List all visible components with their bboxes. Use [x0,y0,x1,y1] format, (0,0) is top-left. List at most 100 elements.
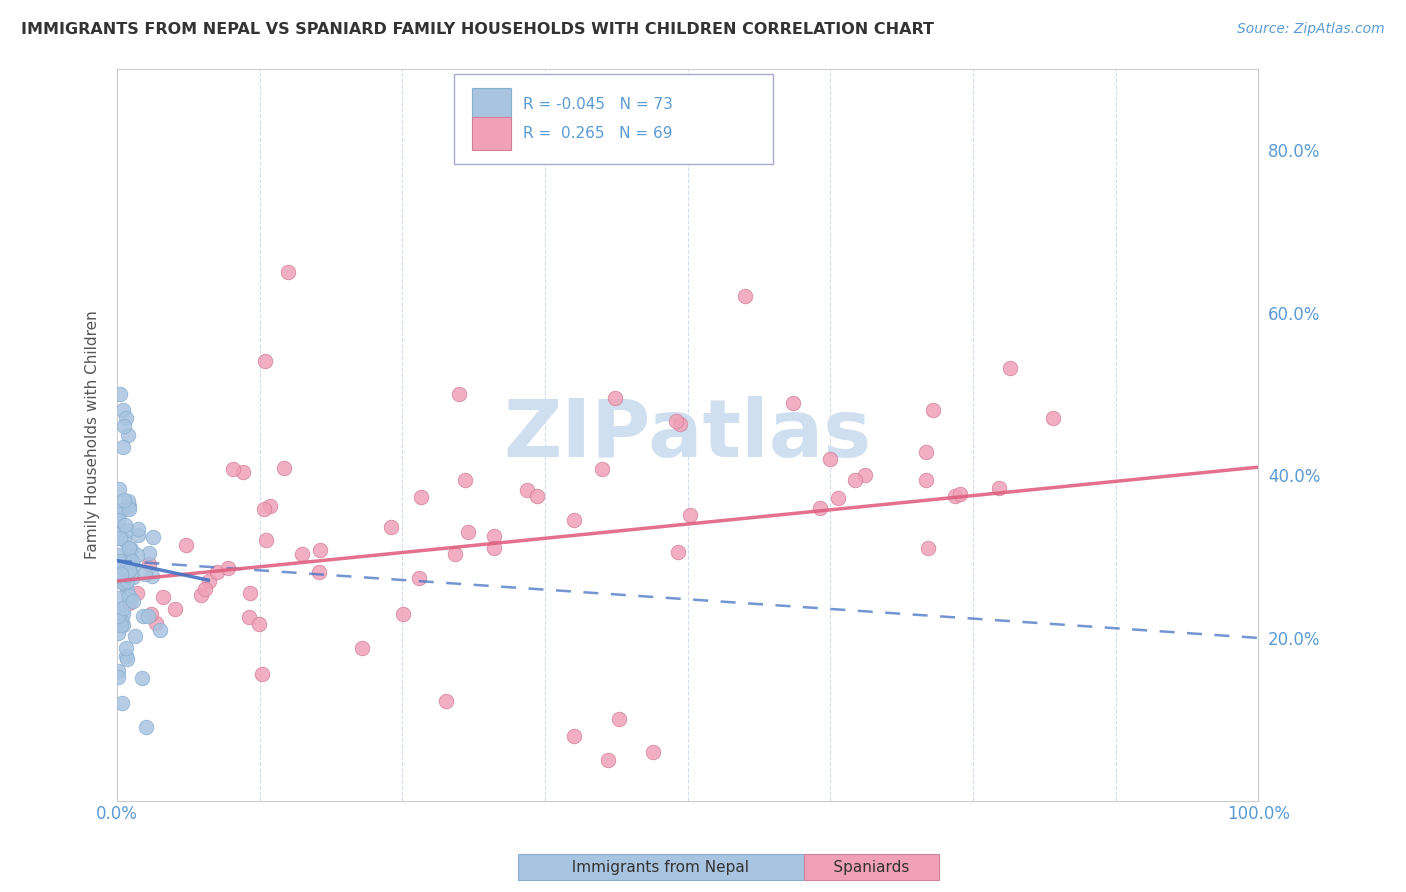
Point [482,529,505,543]
Text: Immigrants from Nepal: Immigrants from Nepal [523,860,799,874]
Point [118,499,141,513]
Point [117,494,139,508]
Point [117,427,139,442]
Point [827,491,849,505]
Point [110,613,132,627]
Point [118,502,141,516]
Point [915,445,938,459]
Point [1042,411,1064,425]
Point [110,696,132,710]
Point [115,568,138,582]
Point [110,566,132,581]
Point [107,513,129,527]
Point [591,462,613,476]
Point [125,548,148,562]
Point [254,354,277,368]
Text: R =  0.265   N = 69: R = 0.265 N = 69 [523,126,673,141]
Point [152,590,174,604]
Point [350,641,373,656]
Point [115,574,138,589]
Point [253,502,276,516]
Point [291,548,314,562]
Point [127,522,149,536]
Point [112,618,135,632]
Point [118,563,141,577]
Point [107,626,129,640]
Point [844,473,866,487]
Point [112,601,135,615]
Point [222,462,245,476]
Point [111,440,134,454]
Point [449,387,471,401]
Point [110,569,132,583]
Point [107,482,129,496]
Point [145,616,167,631]
Point [392,607,415,621]
Point [453,473,475,487]
Point [247,617,270,632]
Point [138,557,160,571]
Point [734,289,756,303]
Point [111,403,134,417]
Point [562,729,585,743]
Point [112,492,135,507]
Point [250,667,273,681]
Point [665,414,688,428]
Text: Spaniards: Spaniards [810,860,934,874]
Point [526,489,548,503]
Point [115,560,138,574]
Point [112,566,135,580]
Point [915,473,938,487]
Point [120,542,142,557]
Point [117,549,139,564]
Point [118,541,141,556]
Point [124,629,146,643]
Point [107,507,129,521]
Point [127,528,149,542]
Point [138,546,160,560]
Point [259,500,281,514]
Point [666,545,689,559]
Point [943,489,966,503]
Point [118,589,141,603]
Point [309,542,332,557]
Point [190,588,212,602]
Point [110,503,132,517]
Point [134,720,156,734]
Point [238,610,260,624]
Text: Source: ZipAtlas.com: Source: ZipAtlas.com [1237,22,1385,37]
Point [457,524,479,539]
Point [408,571,430,585]
Point [122,570,145,584]
Point [107,664,129,678]
Point [141,569,163,583]
Point [564,514,586,528]
Point [380,520,402,534]
Point [853,468,876,483]
Point [120,591,142,606]
Point [603,391,626,405]
FancyBboxPatch shape [472,88,510,121]
Point [131,608,153,623]
Point [607,712,630,726]
Point [277,265,299,279]
Point [114,640,136,655]
Point [107,602,129,616]
Point [110,387,132,401]
Point [163,602,186,616]
Point [434,693,457,707]
Point [987,481,1010,495]
Point [114,648,136,663]
Point [115,411,138,425]
Point [443,547,465,561]
Point [118,596,141,610]
Point [114,518,136,533]
Point [120,552,142,566]
Text: ZIPatlas: ZIPatlas [503,395,872,474]
Point [121,594,143,608]
Text: R = -0.045   N = 73: R = -0.045 N = 73 [523,97,673,112]
Point [120,566,142,581]
Point [110,559,132,574]
Point [239,586,262,600]
Point [218,560,240,574]
